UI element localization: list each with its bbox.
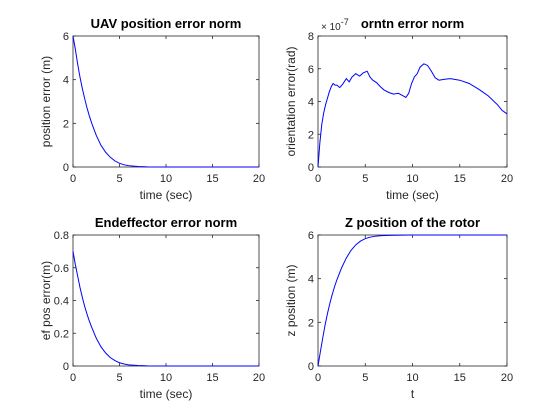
x-axis-label: time (sec) [140, 188, 193, 202]
y-axis-label: z position (m) [284, 264, 298, 336]
x-axis-label: time (sec) [140, 387, 193, 401]
x-tick-label: 15 [206, 173, 218, 185]
x-tick-label: 20 [501, 372, 513, 384]
series-line-1 [317, 63, 508, 168]
series-line-1 [317, 234, 507, 367]
chart-title: Endeffector error norm [95, 215, 237, 230]
y-tick-label: 0 [63, 162, 69, 174]
chart-title: Z position of the rotor [345, 215, 480, 230]
y-axis-label: ef pos error(m) [39, 261, 53, 340]
x-tick-label: 0 [315, 173, 321, 185]
y-tick-label: 4 [308, 97, 314, 109]
x-tick-label: 10 [406, 173, 418, 185]
subplot-4: 0 5 10 15 20 0 2 4 6 Z position of the rotor t z po… [284, 215, 513, 401]
x-tick-label: 5 [116, 372, 122, 384]
x-axis-label: time (sec) [386, 188, 439, 202]
chart-title: UAV position error norm [91, 16, 242, 31]
y-tick-label: 2 [308, 317, 314, 329]
x-tick-label: 15 [454, 173, 466, 185]
x-tick-label: 20 [253, 372, 265, 384]
x-tick-label: 15 [454, 372, 466, 384]
y-tick-label: 6 [63, 31, 69, 43]
chart-title: orntn error norm [361, 16, 464, 31]
y-tick-label: 0.4 [54, 296, 69, 308]
y-tick-label: 0 [308, 361, 314, 373]
y-tick-label: 0.6 [54, 263, 69, 275]
y-tick-label: 2 [63, 118, 69, 130]
x-tick-label: 0 [315, 372, 321, 384]
x-tick-label: 0 [70, 173, 76, 185]
subplot-1: 0 5 10 15 20 0 2 4 6 UAV position error norm time … [39, 16, 265, 202]
x-tick-label: 5 [362, 173, 368, 185]
y-tick-label: 8 [308, 31, 314, 43]
y-tick-label: 4 [63, 75, 69, 87]
subplot-3: 0 5 10 15 20 0 0.2 0.4 0.6 0.8 Endeffector error n… [39, 215, 265, 401]
y-axis-label: orientation error(rad) [284, 46, 298, 156]
subplot-2: 0 5 10 15 20 0 2 4 6 8 × 10-7 orntn error norm time … [284, 16, 513, 202]
axes-box [317, 234, 508, 367]
x-tick-label: 0 [70, 372, 76, 384]
x-tick-label: 20 [253, 173, 265, 185]
x-tick-label: 10 [160, 173, 172, 185]
y-tick-label: 0.2 [54, 328, 69, 340]
axes-box [317, 35, 508, 168]
y-exponent-label: × 10-7 [321, 17, 349, 33]
y-tick-label: 6 [308, 64, 314, 76]
x-axis-label: t [411, 387, 415, 401]
y-tick-label: 4 [308, 274, 314, 286]
y-tick-label: 6 [308, 230, 314, 242]
y-tick-label: 0.8 [54, 230, 69, 242]
y-tick-label: 2 [308, 129, 314, 141]
y-axis-label: position error (m) [39, 56, 53, 147]
series-line-1 [72, 35, 259, 168]
x-tick-label: 10 [160, 372, 172, 384]
axes-box [72, 234, 260, 367]
x-tick-label: 10 [406, 372, 418, 384]
x-tick-label: 15 [206, 372, 218, 384]
x-tick-label: 20 [501, 173, 513, 185]
x-tick-label: 5 [362, 372, 368, 384]
y-tick-label: 0 [63, 361, 69, 373]
x-tick-label: 5 [116, 173, 122, 185]
series-line-1 [72, 251, 259, 367]
axes-box [72, 35, 260, 168]
y-tick-label: 0 [308, 162, 314, 174]
